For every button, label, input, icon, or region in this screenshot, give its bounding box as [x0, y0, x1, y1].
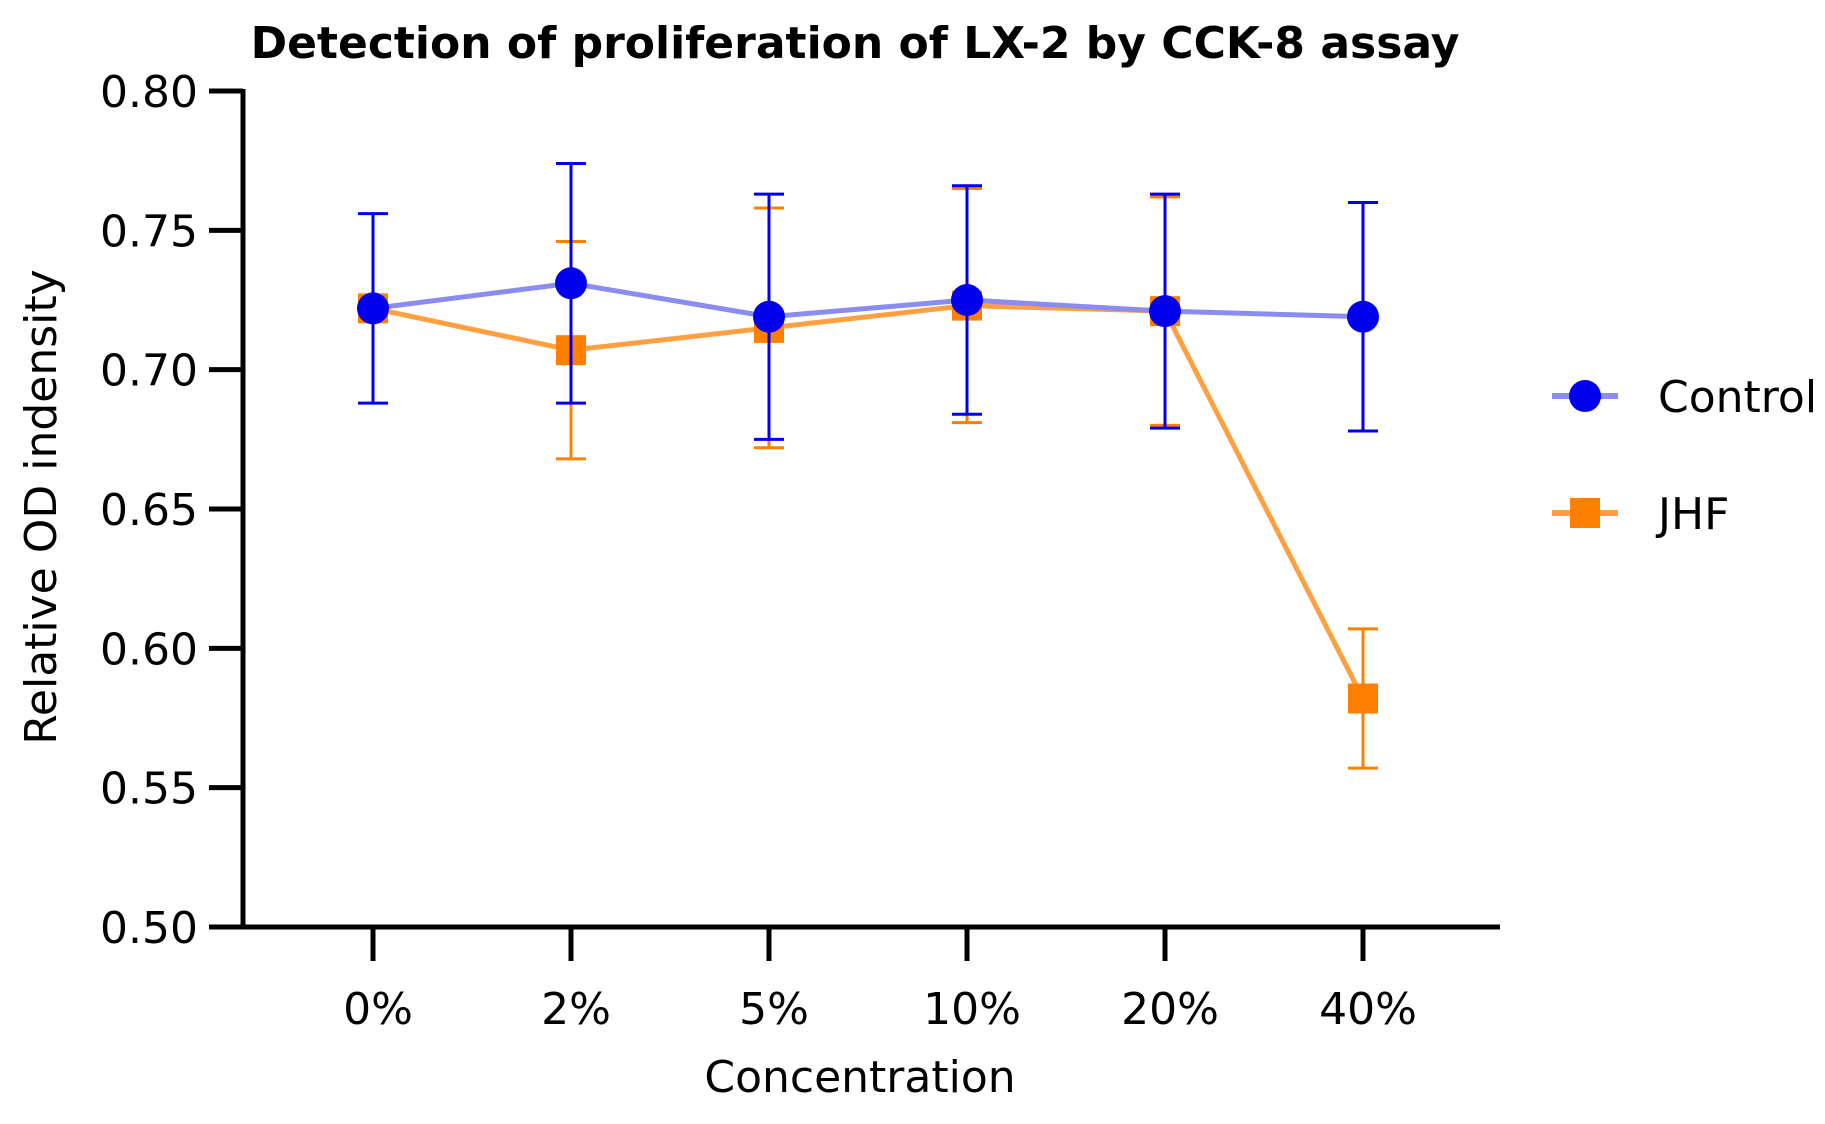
y-tick-label: 0.70: [100, 346, 198, 397]
chart-title: Detection of proliferation of LX-2 by CC…: [251, 18, 1460, 69]
y-tick-label: 0.55: [100, 764, 198, 815]
y-tick-label: 0.65: [100, 485, 198, 536]
legend-marker: [1569, 380, 1601, 412]
series-line: [372, 280, 1364, 320]
data-point: [1347, 300, 1379, 333]
axes: 0.50 0.55 0.60 0.65 0.70 0.75 0.80 0% 2% 5% 10% 20%…: [100, 67, 1500, 1035]
x-tick-label: 40%: [1319, 984, 1417, 1035]
series-jhf: [358, 187, 1378, 770]
data-point: [951, 284, 983, 316]
legend: Control JHF: [1552, 372, 1817, 540]
x-axis-label: Concentration: [704, 1052, 1015, 1103]
legend-item-jhf: JHF: [1552, 489, 1729, 540]
series-line: [372, 303, 1366, 700]
series-control: [357, 161, 1379, 441]
legend-label: JHF: [1655, 489, 1729, 540]
series-layer: [357, 161, 1379, 770]
data-point: [1348, 683, 1378, 714]
y-tick-label: 0.80: [100, 67, 198, 118]
y-tick-label: 0.75: [100, 206, 198, 257]
data-point: [753, 300, 785, 333]
legend-item-control: Control: [1552, 372, 1817, 423]
x-tick-label: 5%: [739, 984, 809, 1035]
data-point: [555, 267, 587, 300]
legend-label: Control: [1658, 372, 1817, 423]
x-tick-label: 2%: [541, 984, 611, 1035]
y-tick-label: 0.50: [100, 903, 198, 954]
data-point: [357, 292, 389, 325]
data-point: [1149, 295, 1181, 328]
y-axis-label: Relative OD indensity: [16, 269, 67, 744]
x-tick-label: 0%: [343, 984, 413, 1035]
y-tick-label: 0.60: [100, 624, 198, 675]
x-tick-label: 10%: [923, 984, 1021, 1035]
x-tick-label: 20%: [1121, 984, 1219, 1035]
legend-marker: [1570, 498, 1600, 528]
